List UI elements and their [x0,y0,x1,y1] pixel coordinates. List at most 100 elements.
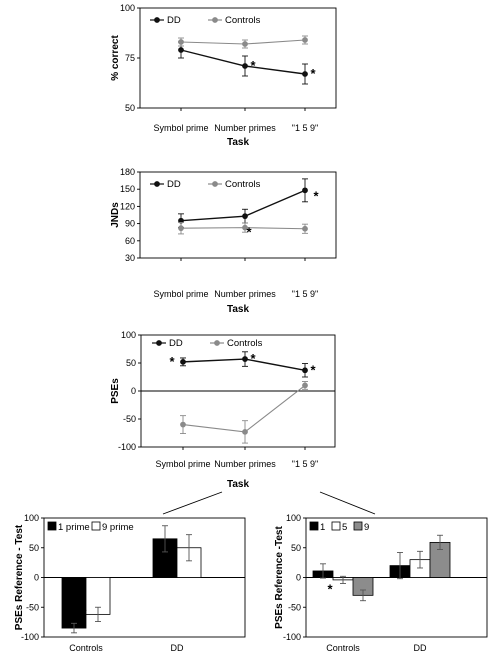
legend-label: Controls [225,179,261,190]
legend-marker [154,17,160,23]
legend-label: DD [167,179,181,190]
legend-label: 1 [320,522,325,533]
y-tick-label: 75 [125,53,135,63]
data-point [242,356,248,362]
x-tick-label: Number primes [214,289,276,299]
y-tick-label: 90 [125,219,135,229]
x-tick-label: "1 5 9" [292,123,318,133]
y-tick-label: 0 [131,386,136,396]
legend-label: 9 [364,522,369,533]
legend-swatch [309,521,319,531]
chart-1: 50 75 100 % correct Symbol prime Number prime… [110,3,337,148]
y-tick-label: 100 [120,3,135,13]
x-tick-label: DD [414,643,427,653]
data-point [242,224,248,231]
y-tick-label: 100 [286,513,301,523]
x-tick-label: Number primes [214,123,276,133]
legend-swatch [353,521,363,531]
y-tick-label: 50 [291,543,301,553]
significance-star: * [327,582,333,597]
y-axis-label: PSEs Reference -Test [274,526,285,629]
legend-label: 5 [342,522,347,533]
data-point [242,41,248,47]
legend-swatch [91,521,101,531]
significance-star: * [81,605,87,620]
x-tick-label: Controls [326,643,360,653]
bar [61,577,87,629]
data-point [242,428,248,435]
legend-marker [212,17,218,23]
data-point [242,63,248,69]
significance-star: * [250,58,256,73]
y-tick-label: 30 [125,253,135,263]
x-tick-label: "1 5 9" [292,459,318,469]
legend-label: DD [169,338,183,349]
data-point [302,367,308,374]
legend-label: 9 prime [102,522,134,533]
data-point [302,71,308,77]
y-tick-label: 50 [126,358,136,368]
y-tick-label: -50 [288,602,301,612]
data-point [178,47,184,53]
y-tick-label: -100 [21,632,39,642]
y-tick-label: -50 [123,414,136,424]
x-tick-label: DD [171,643,184,653]
y-tick-label: -100 [118,442,136,452]
y-tick-label: 50 [29,543,39,553]
significance-star: * [313,188,319,203]
legend-marker [156,340,162,346]
x-axis-label: Task [227,304,249,315]
connector-line-right [319,491,376,515]
y-tick-label: 50 [125,103,135,113]
legend-label: 1 prime [58,522,90,533]
data-point [178,225,184,232]
plot-frame [139,171,337,259]
data-point [242,213,248,220]
legend-marker [214,340,220,346]
significance-star: * [310,66,316,81]
chart-3: -100 -50 0 50 100 PSEs Symbol prime Number prim… [110,330,336,490]
y-tick-label: -50 [26,602,39,612]
y-tick-label: 150 [120,184,135,194]
connector-line-left [162,491,223,515]
data-point [180,358,186,365]
y-tick-label: 120 [120,201,135,211]
data-point [178,39,184,45]
significance-star: * [246,225,252,240]
series-line-controls [182,384,306,433]
legend-label: Controls [225,15,261,26]
y-tick-label: 0 [296,573,301,583]
data-point [302,37,308,43]
significance-star: * [250,351,256,366]
y-tick-label: 60 [125,236,135,246]
x-axis-label: Task [227,479,249,490]
legend-marker [212,181,218,187]
legend-marker [154,181,160,187]
chart-2: 30 60 90 120 150 180 JNDs Symbol prime Number pr… [110,167,337,315]
legend-label: Controls [227,338,263,349]
data-point [302,382,308,389]
y-axis-label: JNDs [110,202,121,228]
x-tick-label: Symbol prime [153,123,208,133]
y-axis-label: PSEs [110,378,121,404]
data-point [180,421,186,428]
x-axis-label: Task [227,137,249,148]
y-tick-label: 0 [34,573,39,583]
y-tick-label: -100 [283,632,301,642]
x-tick-label: "1 5 9" [292,289,318,299]
x-tick-label: Controls [69,643,103,653]
y-tick-label: 100 [24,513,39,523]
x-tick-label: Number primes [214,459,276,469]
legend-swatch [47,521,57,531]
x-tick-label: Symbol prime [153,289,208,299]
legend-label: DD [167,15,181,26]
significance-star: * [310,362,316,377]
x-tick-label: Symbol prime [155,459,210,469]
y-axis-label: % correct [110,35,121,81]
y-axis-label: PSEs Reference - Test [14,524,25,630]
data-point [302,187,308,194]
data-point [302,225,308,232]
